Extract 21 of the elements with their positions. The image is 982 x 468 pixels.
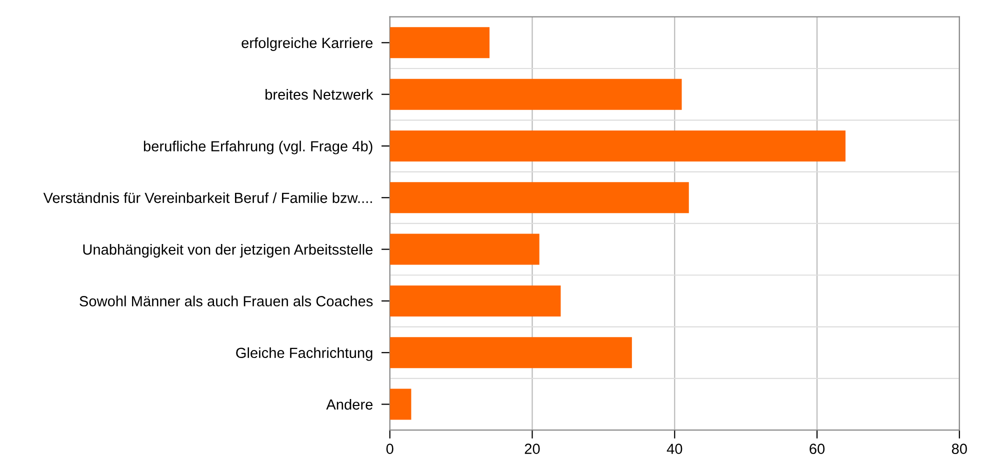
bar [390, 388, 412, 420]
y-tick-label: Verständnis für Vereinbarkeit Beruf / Familie bzw.... [43, 192, 372, 204]
x-tick-label: 60 [810, 444, 825, 454]
x-tick-label: 40 [666, 444, 682, 454]
x-tick-label: 20 [524, 444, 540, 454]
y-tick-label: berufliche Erfahrung (vgl. Frage 4b) [144, 140, 372, 154]
bar [390, 182, 689, 214]
bar [390, 27, 490, 58]
bar [390, 234, 540, 265]
x-tick-label: 0 [386, 444, 394, 454]
bar [390, 130, 846, 162]
y-tick-label: erfolgreiche Karriere [242, 37, 373, 51]
bar [390, 337, 632, 368]
y-tick-label: Gleiche Fachrichtung [236, 347, 372, 361]
bar [390, 285, 561, 316]
y-tick-label: Sowohl Männer als auch Frauen als Coaches [80, 296, 373, 306]
bar [390, 78, 682, 110]
y-tick-label: breites Netzwerk [266, 89, 374, 100]
y-tick-label: Andere [326, 398, 373, 410]
y-tick-label: Unabhängigkeit von der jetzigen Arbeitsstelle [83, 244, 373, 258]
x-tick-label: 80 [952, 444, 967, 454]
